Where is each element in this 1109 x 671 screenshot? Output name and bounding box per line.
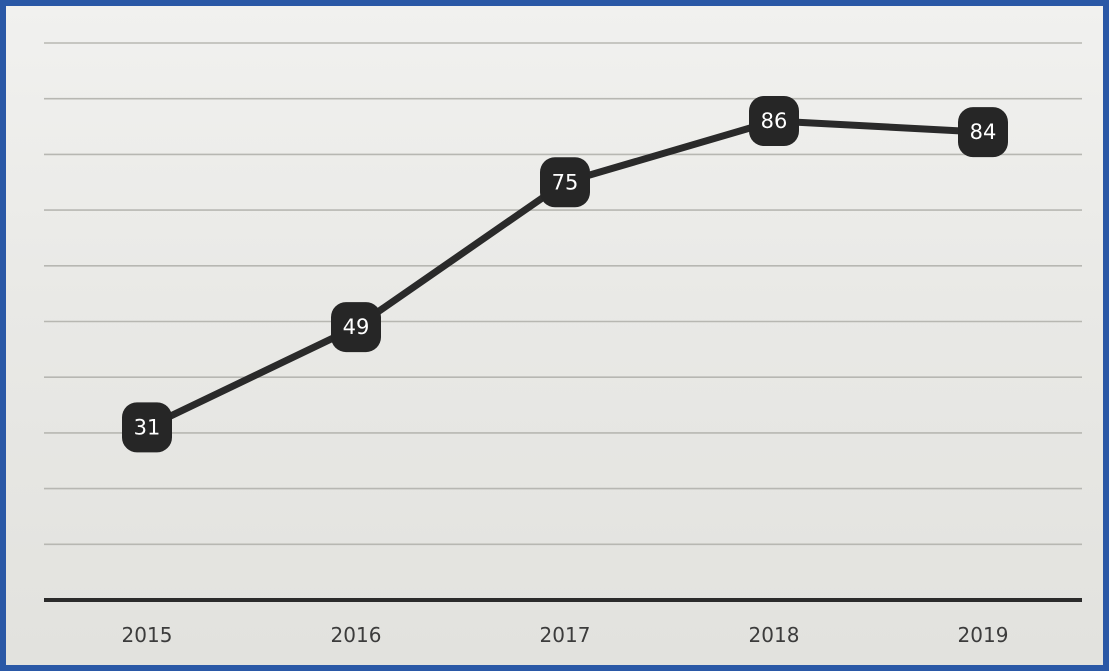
x-tick-label: 2018 [749, 623, 800, 647]
data-label: 84 [970, 120, 997, 144]
x-tick-label: 2019 [958, 623, 1009, 647]
data-label: 86 [761, 109, 788, 133]
series-group: 31 49 75 86 84 [122, 95, 1008, 453]
data-label: 75 [552, 170, 579, 194]
x-tick-label: 2016 [331, 623, 382, 647]
x-tick-label: 2017 [540, 623, 591, 647]
x-tick-labels: 2015 2016 2017 2018 2019 [122, 623, 1009, 647]
data-label: 49 [343, 315, 370, 339]
data-point-marker [540, 157, 590, 208]
x-tick-label: 2015 [122, 623, 173, 647]
gridlines [44, 42, 1082, 546]
data-point-marker [122, 402, 172, 453]
data-label: 31 [134, 415, 161, 439]
data-point-marker [958, 107, 1008, 158]
data-point-marker [749, 95, 799, 146]
data-point-marker [331, 302, 381, 353]
